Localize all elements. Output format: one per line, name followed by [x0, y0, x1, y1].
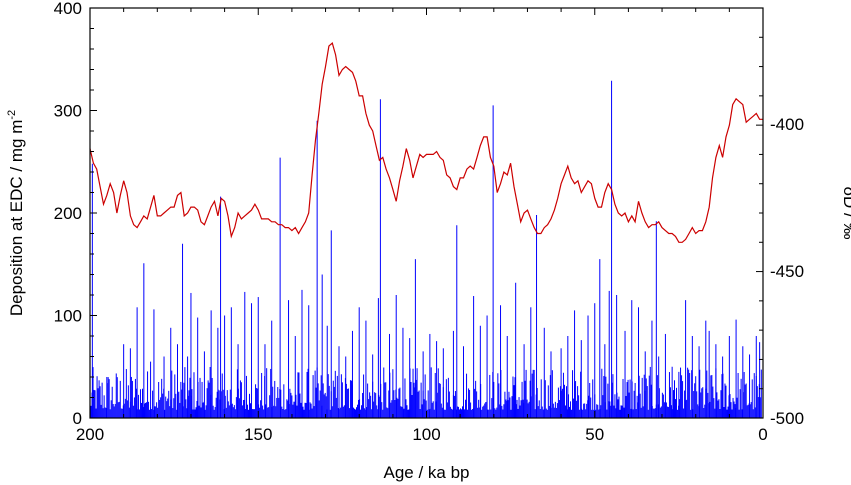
x-tick-label: 0	[758, 425, 767, 444]
x-axis-title: Age / ka bp	[383, 463, 469, 482]
y-left-axis-title-superscript: -2	[6, 110, 18, 120]
x-tick-label: 150	[244, 425, 272, 444]
y-left-axis-title-text: Deposition at EDC / mg m	[7, 120, 26, 317]
axis-ticks	[89, 7, 764, 419]
x-tick-label: 200	[76, 425, 104, 444]
y-left-axis-title: Deposition at EDC / mg m-2	[6, 110, 26, 316]
y-right-axis-title: δD / ‰	[840, 187, 851, 240]
y-left-tick-label: 300	[54, 102, 82, 121]
y-left-tick-label: 200	[54, 204, 82, 223]
y-left-tick-label: 100	[54, 307, 82, 326]
x-tick-label: 50	[585, 425, 604, 444]
y-right-tick-label: -500	[770, 409, 804, 428]
y-left-tick-label: 400	[54, 0, 82, 18]
deposition-bars	[89, 80, 762, 418]
y-right-tick-label: -400	[770, 115, 804, 134]
y-right-tick-label: -450	[770, 262, 804, 281]
x-tick-label: 100	[412, 425, 440, 444]
y-left-tick-label: 0	[73, 409, 82, 428]
deltaD-line	[89, 42, 763, 243]
